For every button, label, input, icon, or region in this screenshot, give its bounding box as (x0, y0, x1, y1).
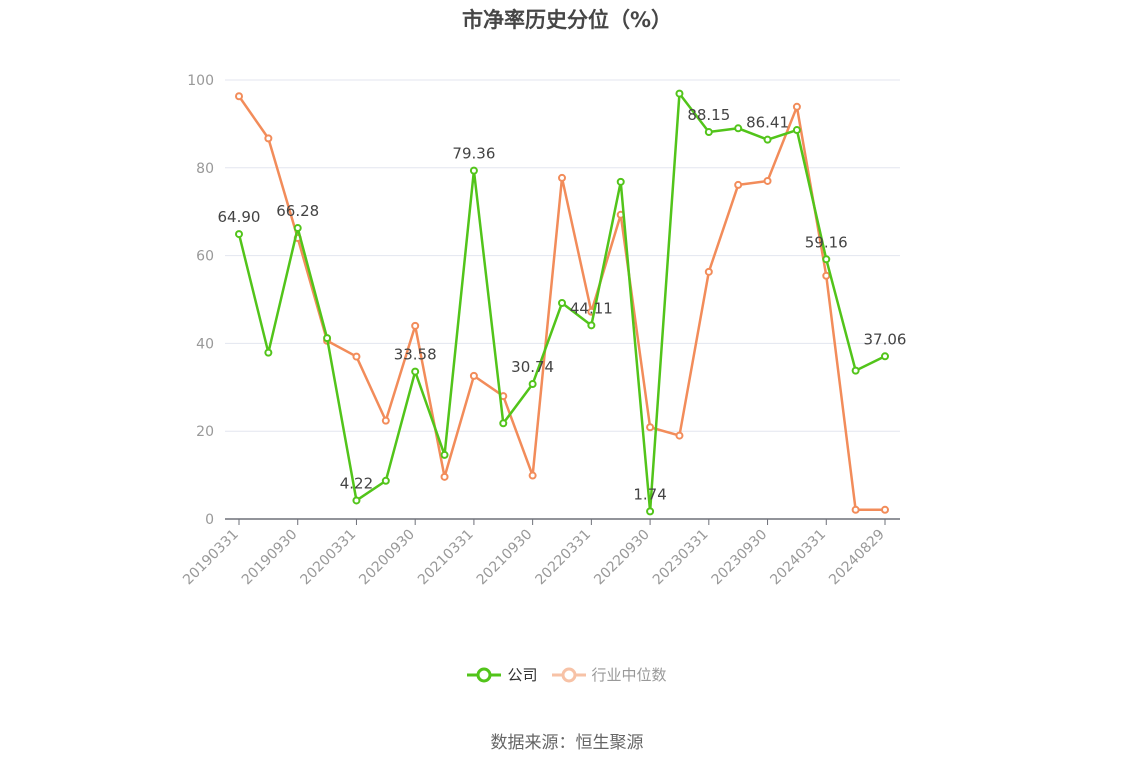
data-point (822, 271, 831, 280)
data-point (264, 348, 273, 357)
data-point (704, 267, 713, 276)
data-label: 4.22 (340, 474, 373, 492)
legend-line-marker-icon (551, 667, 586, 682)
data-point (587, 321, 596, 330)
x-tick-label: 20230331 (650, 527, 712, 589)
series-company (235, 89, 889, 516)
data-label: 66.28 (276, 202, 319, 220)
data-label: 30.74 (511, 358, 554, 376)
data-point (675, 431, 684, 440)
legend-label-company: 公司 (507, 666, 538, 684)
data-labels: 64.90 66.28 4.22 33.58 79.36 30.74 44.11 1.74 88… (218, 106, 907, 503)
data-point (528, 380, 537, 389)
data-point (440, 450, 449, 459)
axes: 0 20 40 60 80 100 2019033120190930202003312020… (180, 73, 900, 588)
data-point (792, 126, 801, 135)
data-point (881, 505, 889, 514)
y-tick-label: 80 (196, 161, 214, 177)
data-point (616, 177, 625, 186)
data-label: 79.36 (452, 145, 495, 163)
legend-line-marker-icon (467, 667, 502, 682)
data-point (646, 507, 655, 516)
y-tick-label: 40 (196, 336, 214, 352)
data-point (381, 476, 390, 485)
data-point (763, 135, 772, 144)
data-point (352, 352, 361, 361)
data-label: 64.90 (218, 208, 261, 226)
data-point (293, 224, 302, 233)
data-point (352, 496, 361, 505)
data-point (881, 352, 889, 361)
x-tick-label: 20200930 (356, 527, 418, 589)
legend-item-industry[interactable]: 行业中位数 (551, 664, 667, 685)
x-tick-label: 20220930 (591, 527, 653, 589)
legend: 公司 行业中位数 (0, 664, 1134, 685)
data-label: 59.16 (805, 233, 848, 251)
x-tick-label: 20190331 (180, 527, 242, 589)
legend-label-industry: 行业中位数 (591, 666, 667, 684)
data-point (499, 419, 508, 428)
data-label: 88.15 (687, 106, 730, 124)
source-note: 数据来源：恒生聚源 (490, 733, 644, 753)
data-label: 86.41 (746, 114, 789, 132)
data-point (440, 472, 449, 481)
data-point (851, 505, 860, 514)
data-point (381, 416, 390, 425)
data-label: 44.11 (570, 299, 613, 317)
y-tick-label: 0 (205, 512, 214, 528)
chart-title: 市净率历史分位（%） (461, 8, 673, 32)
x-tick-label: 20210331 (415, 527, 477, 589)
data-point (734, 180, 743, 189)
data-point (323, 334, 332, 343)
data-point (235, 230, 243, 239)
y-tick-label: 100 (187, 73, 214, 89)
data-point (235, 92, 243, 101)
x-tick-label: 20190930 (239, 527, 301, 589)
data-point (264, 134, 273, 143)
series-lines (235, 89, 889, 516)
data-point (411, 321, 420, 330)
grid-lines (225, 79, 900, 432)
data-point (851, 366, 860, 375)
x-tick-label: 20240829 (826, 527, 888, 589)
data-point (469, 371, 478, 380)
data-point (528, 471, 537, 480)
x-tick-label: 20230930 (709, 527, 771, 589)
y-tick-label: 20 (196, 424, 214, 440)
y-tick-label: 60 (196, 249, 214, 265)
data-point (675, 89, 684, 98)
data-point (792, 102, 801, 111)
data-point (469, 166, 478, 175)
data-label: 37.06 (864, 330, 907, 348)
x-tick-label: 20200331 (298, 527, 360, 589)
data-point (763, 176, 772, 185)
data-point (734, 124, 743, 133)
legend-item-company[interactable]: 公司 (467, 664, 538, 685)
data-label: 1.74 (633, 485, 666, 503)
x-tick-label: 20210930 (474, 527, 536, 589)
data-point (558, 173, 566, 182)
x-tick-label: 20240331 (767, 527, 829, 589)
data-label: 33.58 (394, 346, 437, 364)
data-point (704, 128, 713, 137)
data-point (822, 255, 831, 264)
data-point (558, 299, 566, 308)
x-tick-label: 20220331 (532, 527, 594, 589)
data-point (646, 423, 655, 432)
data-point (411, 367, 420, 376)
